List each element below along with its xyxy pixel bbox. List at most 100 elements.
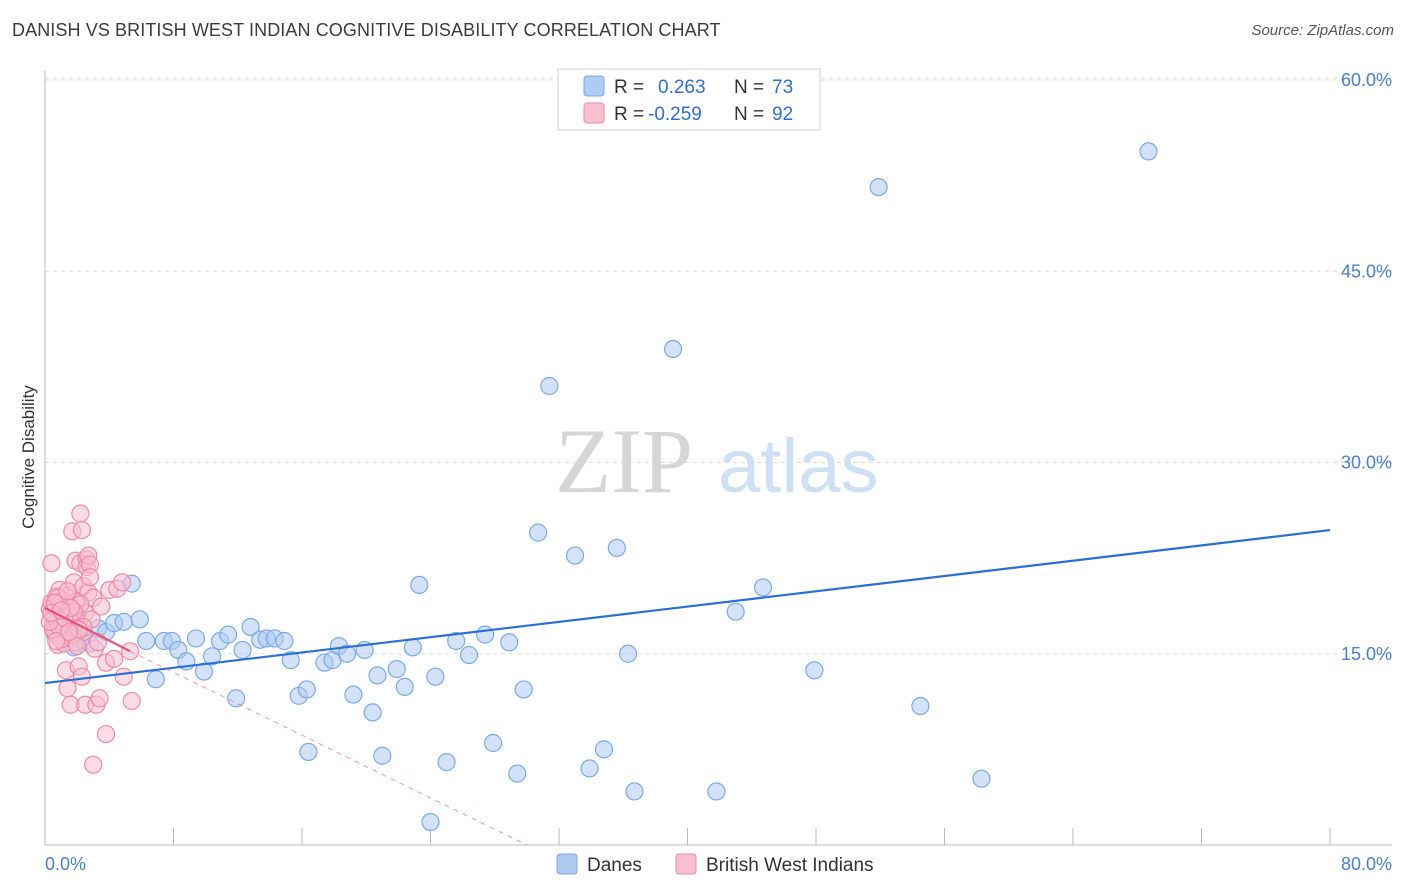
point-danes-51 — [476, 625, 495, 644]
point-danes-49 — [447, 631, 466, 651]
y-tick-label-15: 15.0% — [1341, 644, 1392, 664]
chart-title: DANISH VS BRITISH WEST INDIAN COGNITIVE … — [12, 20, 721, 40]
y-axis-tick-labels: 15.0% 30.0% 45.0% 60.0% — [1341, 70, 1392, 664]
legend-r-label-bwi: R = — [614, 104, 644, 125]
point-danes-47 — [426, 667, 445, 686]
grid-lines — [45, 77, 1392, 655]
point-danes-67 — [753, 578, 773, 597]
point-danes-71 — [972, 769, 991, 788]
trend-line-danes — [44, 528, 1331, 685]
point-bwi-65 — [122, 691, 141, 711]
point-bwi-36 — [71, 504, 90, 523]
point-danes-29 — [281, 651, 300, 670]
point-bwi-62 — [112, 573, 132, 592]
point-bwi-56 — [92, 597, 111, 616]
point-danes-8 — [114, 612, 133, 631]
chart-source: Source: ZipAtlas.com — [1251, 22, 1394, 39]
point-danes-66 — [726, 602, 745, 621]
legend-n-value-bwi: 92 — [772, 104, 793, 125]
legend-r-value-danes: 0.263 — [658, 77, 706, 98]
point-danes-21 — [219, 625, 238, 644]
y-tick-label-45: 45.0% — [1341, 261, 1392, 281]
point-danes-52 — [484, 733, 503, 753]
y-tick-label-30: 30.0% — [1341, 453, 1392, 473]
bottom-legend-label-danes: Danes — [587, 855, 642, 876]
point-danes-40 — [368, 666, 387, 685]
point-danes-11 — [137, 631, 156, 651]
legend-swatch-danes — [583, 75, 605, 97]
point-danes-54 — [508, 764, 527, 783]
point-danes-58 — [565, 546, 585, 565]
point-danes-57 — [540, 376, 559, 396]
point-danes-44 — [403, 638, 422, 657]
point-danes-46 — [421, 812, 440, 832]
bottom-legend-swatch-bwi — [675, 853, 697, 875]
point-danes-48 — [437, 753, 456, 772]
axes — [44, 70, 1392, 846]
point-danes-53 — [500, 633, 519, 652]
point-danes-36 — [337, 644, 357, 663]
point-danes-17 — [186, 629, 206, 648]
point-danes-19 — [202, 647, 222, 666]
point-danes-64 — [663, 339, 683, 359]
point-danes-50 — [459, 645, 479, 665]
watermark: ZIP atlas — [555, 410, 879, 512]
trend-lines — [44, 528, 1331, 846]
series-british-west-indians-points — [40, 504, 141, 774]
point-danes-63 — [625, 782, 644, 801]
legend-n-value-danes: 73 — [772, 77, 793, 98]
point-bwi-58 — [96, 724, 116, 744]
point-danes-60 — [594, 740, 614, 759]
trend-line-bwi — [44, 606, 131, 653]
point-danes-43 — [395, 677, 414, 697]
point-danes-31 — [297, 680, 316, 699]
trend-line-extension-bwi — [129, 650, 528, 846]
legend-r-label-danes: R = — [614, 77, 644, 98]
point-danes-42 — [387, 659, 406, 679]
point-danes-70 — [911, 696, 930, 716]
point-bwi-67 — [42, 554, 61, 573]
point-danes-39 — [363, 703, 382, 722]
point-danes-69 — [869, 178, 888, 197]
point-danes-72 — [1139, 142, 1158, 161]
watermark-zip: ZIP — [555, 410, 693, 512]
point-danes-12 — [146, 670, 165, 689]
point-danes-65 — [707, 782, 726, 801]
bottom-legend-label-bwi: British West Indians — [706, 855, 874, 876]
x-tick-label-min: 0.0% — [45, 854, 86, 874]
legend-n-label-bwi: N = — [734, 104, 764, 125]
point-danes-37 — [344, 685, 363, 704]
point-bwi-39 — [72, 667, 92, 686]
point-danes-41 — [373, 746, 392, 765]
point-danes-23 — [233, 640, 252, 660]
point-danes-10 — [130, 610, 149, 629]
point-bwi-82 — [47, 631, 66, 651]
stats-legend: R = 0.263 N = 73 R = -0.259 N = 92 — [557, 68, 821, 131]
point-danes-56 — [529, 523, 548, 542]
point-danes-59 — [580, 759, 599, 778]
point-bwi-55 — [90, 689, 109, 708]
legend-swatch-bwi — [583, 102, 605, 124]
series-legend: Danes British West Indians — [556, 853, 874, 876]
point-danes-24 — [241, 617, 260, 637]
y-tick-label-60: 60.0% — [1341, 70, 1392, 90]
point-danes-61 — [607, 538, 626, 558]
point-bwi-91 — [59, 622, 79, 642]
x-axis-ticks — [44, 828, 1331, 845]
x-tick-label-max: 80.0% — [1341, 854, 1392, 874]
point-bwi-60 — [104, 649, 124, 668]
watermark-atlas: atlas — [718, 424, 879, 509]
y-axis-title: Cognitive Disability — [19, 385, 38, 529]
point-danes-45 — [410, 575, 429, 595]
point-bwi-38 — [72, 520, 92, 540]
point-bwi-49 — [80, 568, 100, 587]
point-danes-32 — [299, 742, 318, 762]
point-danes-62 — [618, 644, 638, 663]
point-danes-28 — [275, 631, 294, 651]
legend-r-value-bwi: -0.259 — [648, 104, 702, 125]
point-danes-22 — [227, 689, 246, 708]
point-danes-55 — [514, 680, 533, 699]
point-bwi-54 — [88, 633, 108, 652]
point-bwi-20 — [58, 679, 77, 698]
